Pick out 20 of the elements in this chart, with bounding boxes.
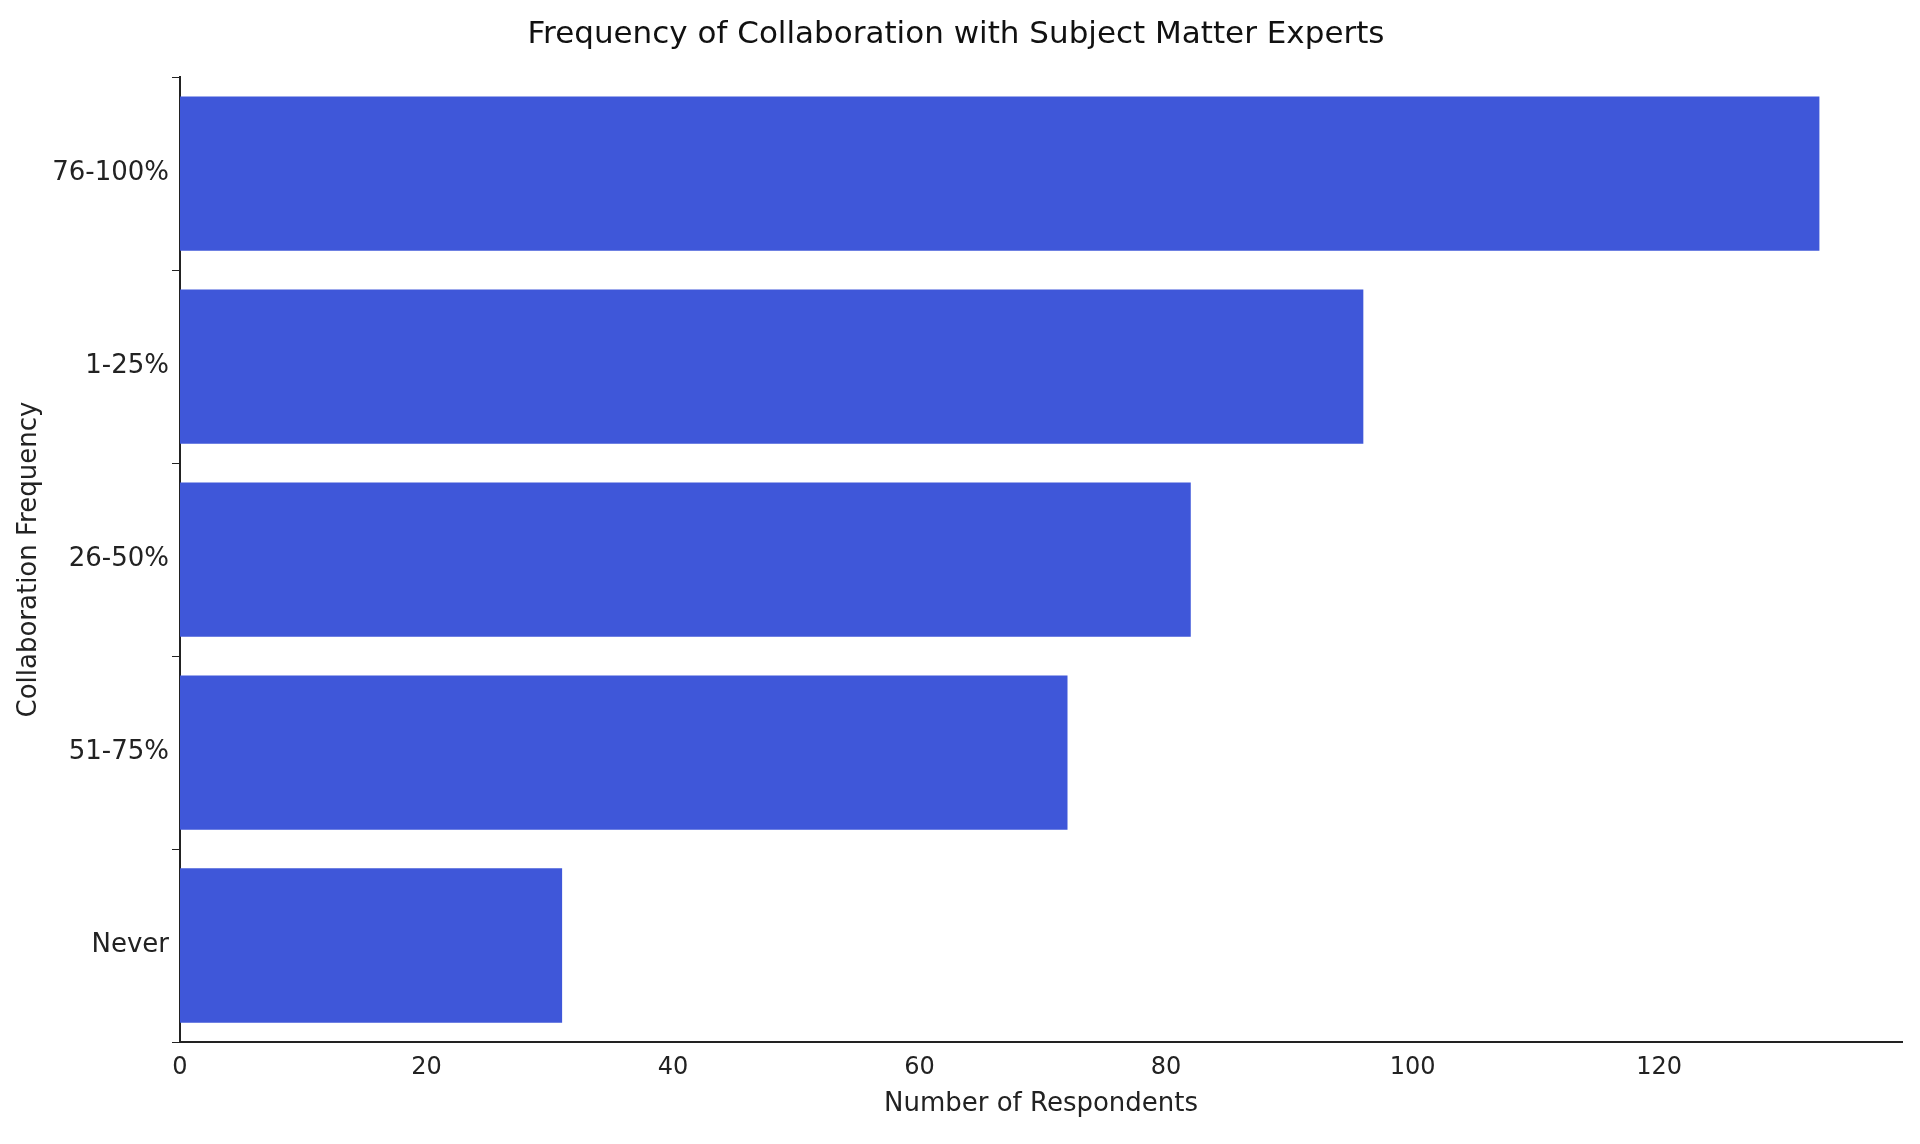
y-tick-label: 76-100% (52, 156, 169, 187)
y-tick-label: Never (91, 928, 170, 959)
x-tick-label: 20 (411, 1051, 442, 1080)
bar (180, 482, 1191, 637)
y-axis-title: Collaboration Frequency (12, 401, 43, 718)
chart-title: Frequency of Collaboration with Subject Matter Experts (527, 13, 1385, 50)
x-tick-label: 100 (1389, 1051, 1436, 1080)
bar (180, 675, 1068, 830)
y-tick-label: 1-25% (85, 349, 169, 380)
x-tick-label: 80 (1150, 1051, 1182, 1080)
y-tick-label: 26-50% (68, 542, 169, 573)
x-axis-title: Number of Respondents (883, 1087, 1199, 1118)
x-tick-label: 0 (172, 1051, 188, 1080)
bar (180, 868, 563, 1023)
x-tick-label: 40 (657, 1051, 689, 1080)
x-tick-label: 120 (1636, 1051, 1683, 1080)
y-tick-label: 51-75% (68, 735, 169, 766)
bar (180, 96, 1820, 251)
bar (180, 289, 1364, 444)
x-tick-label: 60 (904, 1051, 935, 1080)
